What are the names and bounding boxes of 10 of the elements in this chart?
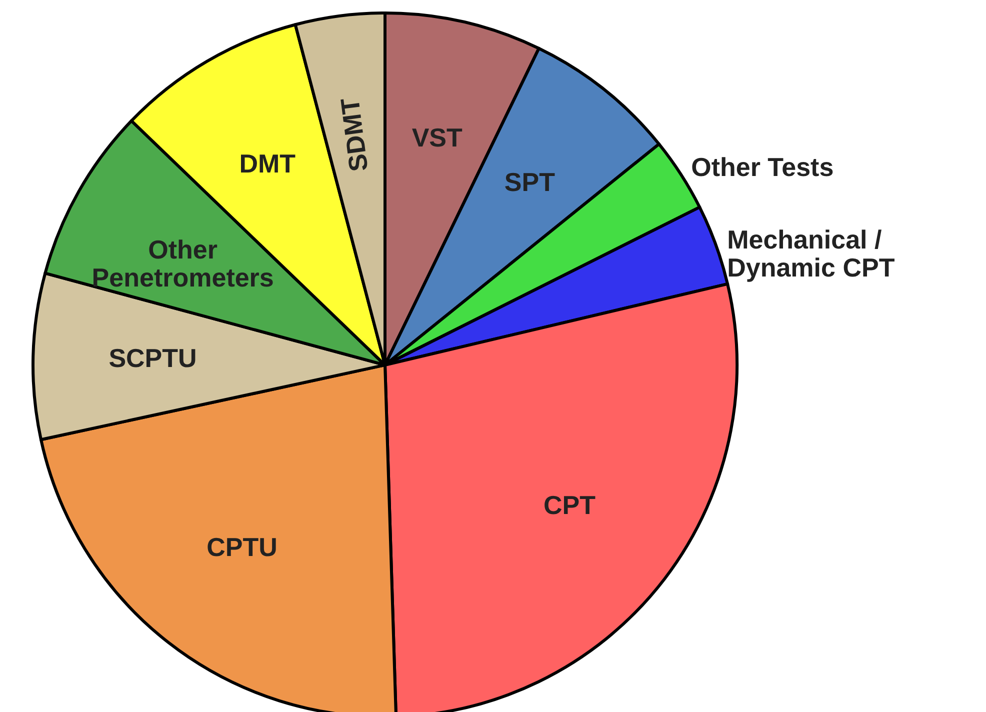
slice-label: Mechanical / Dynamic CPT (727, 224, 895, 283)
slice-label: Other Penetrometers (92, 234, 274, 293)
slice-label: CPTU (206, 532, 278, 562)
slice-label: SCPTU (108, 343, 197, 374)
slice-label: SPT (504, 167, 556, 198)
slice-label: CPT (543, 490, 596, 520)
slice-label: Other Tests (691, 152, 834, 182)
slice-label: DMT (239, 148, 296, 179)
slice-label: SDMT (334, 96, 374, 174)
slice-label: VST (412, 122, 462, 153)
